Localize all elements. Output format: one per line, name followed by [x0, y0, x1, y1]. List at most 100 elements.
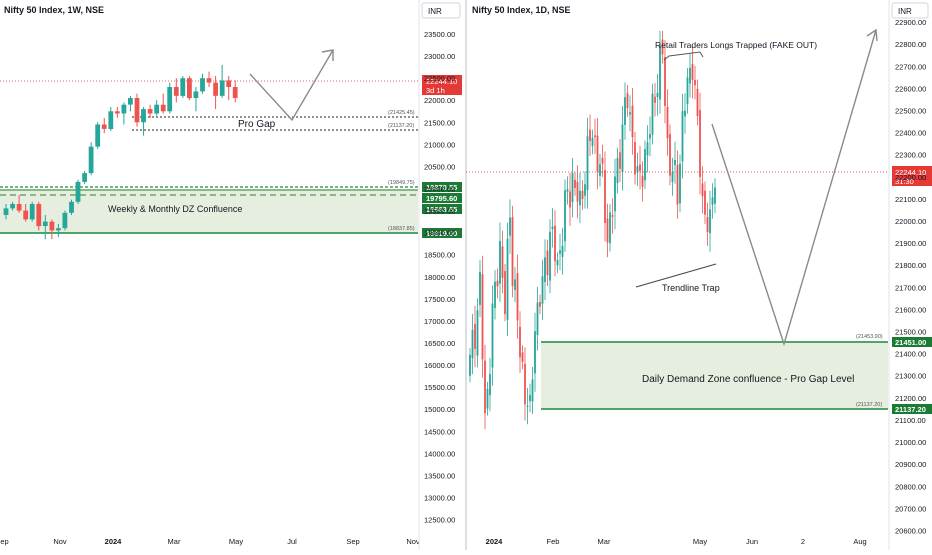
daily-candle-body — [526, 406, 529, 407]
weekly-candle-body — [62, 212, 68, 229]
daily-candle-body — [674, 160, 676, 166]
daily-candle-body — [696, 88, 699, 117]
weekly-candle-body — [206, 78, 212, 83]
daily-candle-body — [584, 184, 586, 196]
daily-candle-body — [694, 80, 696, 86]
price-tick-label: 20900.00 — [895, 460, 926, 469]
weekly-currency-box[interactable] — [421, 2, 461, 19]
weekly-candle-body — [219, 80, 225, 96]
price-tick-label: 22000.00 — [895, 217, 926, 226]
daily-candle-body — [581, 190, 584, 200]
daily-demand-zone — [541, 341, 888, 410]
price-tick-label: 20500.00 — [424, 162, 455, 171]
time-tick-label: Sep — [0, 537, 9, 546]
daily-candle-body — [661, 39, 664, 55]
daily-candle-body — [654, 96, 656, 103]
daily-time-axis: 2024 Feb Mar May Jun 2 Aug — [486, 537, 867, 546]
daily-price-tag-timer: 31:30 — [895, 177, 914, 186]
daily-candle-body — [574, 179, 576, 188]
price-tick-label: 22100.00 — [895, 195, 926, 204]
daily-candle-body — [586, 136, 589, 191]
price-tick-label: 15500.00 — [424, 383, 455, 392]
daily-candle-body — [606, 218, 609, 243]
daily-candle-body — [681, 111, 684, 162]
daily-small-label-21137: (21137.20) — [856, 402, 882, 408]
daily-small-label-21453: (21453.90) — [856, 334, 883, 340]
price-tick-label: 23000.00 — [424, 52, 455, 61]
weekly-candle-body — [167, 87, 173, 112]
price-tick-label: 16000.00 — [424, 361, 455, 370]
daily-candle-body — [551, 226, 554, 230]
weekly-candle-body — [134, 98, 140, 123]
daily-candle-body — [691, 64, 694, 80]
price-tick-label: 13000.00 — [424, 494, 455, 503]
daily-candle-body — [599, 164, 601, 177]
daily-currency-box[interactable] — [891, 2, 929, 19]
daily-chart-panel[interactable]: Nifty 50 Index, 1D, NSE Retail Traders L… — [466, 5, 888, 546]
daily-candle-body — [569, 191, 571, 208]
daily-candle-body — [651, 93, 654, 135]
time-tick-label: 2024 — [486, 537, 504, 546]
weekly-candle-body — [16, 204, 22, 211]
daily-candle-body — [624, 97, 626, 125]
weekly-candle-body — [3, 208, 9, 215]
time-tick-label: Nov — [53, 537, 67, 546]
time-tick-label: 2024 — [105, 537, 123, 546]
weekly-price-axis[interactable]: INR 22244.10 3d 1h 19870.55 19795.60 196… — [418, 0, 462, 550]
daily-candle-body — [631, 105, 634, 138]
weekly-candle-body — [213, 82, 218, 96]
weekly-candle-body — [200, 78, 205, 92]
daily-candle-body — [604, 170, 606, 223]
price-tick-label: 18500.00 — [424, 251, 455, 260]
weekly-level-tag-18819 — [422, 228, 462, 238]
weekly-chart-panel[interactable]: Nifty 50 Index, 1W, NSE Pro Gap Weekly &… — [0, 5, 420, 546]
daily-candle-body — [656, 92, 659, 97]
weekly-small-label-21137: (21137.20) — [388, 123, 414, 129]
daily-price-axis[interactable]: INR 22244.10 31:30 21451.00 21137.20 206… — [888, 0, 932, 550]
weekly-candle-body — [101, 124, 107, 129]
daily-chart-title: Nifty 50 Index, 1D, NSE — [472, 5, 571, 15]
weekly-candle-body — [180, 78, 186, 96]
daily-candle-body — [484, 360, 486, 414]
time-tick-label: Jul — [287, 537, 297, 546]
price-tick-label: 19000.00 — [424, 229, 455, 238]
daily-candle-body — [634, 142, 636, 175]
time-tick-label: Sep — [346, 537, 359, 546]
daily-candle-body — [704, 190, 706, 215]
daily-level-tag-21451-text: 21451.00 — [895, 338, 926, 347]
price-tick-label: 22800.00 — [895, 40, 926, 49]
price-tick-label: 15000.00 — [424, 405, 455, 414]
daily-candle-body — [614, 176, 616, 212]
weekly-projection-arrowhead — [321, 49, 334, 61]
weekly-candle-body — [173, 87, 179, 96]
price-tick-label: 21400.00 — [895, 350, 926, 359]
fake-out-label: Retail Traders Longs Trapped (FAKE OUT) — [655, 40, 817, 50]
price-tick-label: 14500.00 — [424, 427, 455, 436]
weekly-dz-label: Weekly & Monthly DZ Confluence — [108, 204, 242, 214]
daily-candle-body — [559, 250, 561, 254]
price-tick-label: 21900.00 — [895, 239, 926, 248]
daily-candle-body — [571, 173, 574, 203]
daily-candle-body — [516, 273, 519, 321]
weekly-candle-body — [49, 221, 55, 231]
weekly-candle-body — [88, 146, 94, 174]
daily-candle-body — [541, 276, 544, 304]
daily-candle-body — [556, 260, 559, 266]
daily-level-tag-21451 — [892, 337, 932, 347]
daily-candle-body — [591, 137, 594, 147]
price-tick-label: 21000.00 — [424, 140, 455, 149]
daily-currency-label: INR — [898, 7, 912, 16]
price-tick-label: 21800.00 — [895, 261, 926, 270]
weekly-candle-body — [29, 204, 35, 220]
daily-candle-body — [626, 93, 629, 109]
daily-candle-body — [539, 302, 541, 307]
price-tick-label: 20000.00 — [424, 185, 455, 194]
daily-candle-body — [476, 310, 479, 356]
daily-candle-body — [579, 190, 581, 206]
daily-candles — [469, 30, 716, 430]
weekly-level-tag-19870-text: 19870.55 — [426, 183, 457, 192]
daily-candle-body — [659, 45, 661, 100]
price-tick-label: 22700.00 — [895, 62, 926, 71]
weekly-level-tag-19795 — [422, 193, 462, 203]
price-tick-label: 22500.00 — [895, 107, 926, 116]
